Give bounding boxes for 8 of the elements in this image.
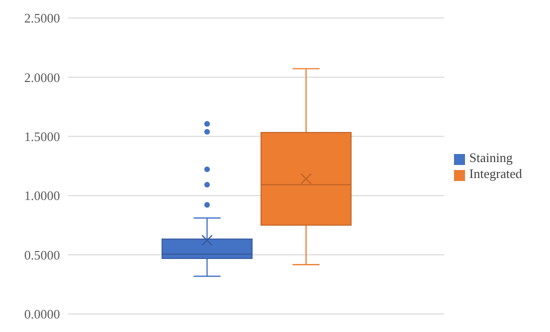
y-tick-label: 1.0000 [24,188,60,204]
y-tick-label: 0.0000 [24,306,60,322]
y-tick-label: 1.5000 [24,129,60,144]
legend-label: Staining [469,150,513,165]
legend-label: Integrated [469,166,522,181]
y-tick-label: 0.5000 [24,247,60,262]
y-tick-label: 2.5000 [24,10,60,26]
y-tick-label: 2.0000 [24,70,60,85]
